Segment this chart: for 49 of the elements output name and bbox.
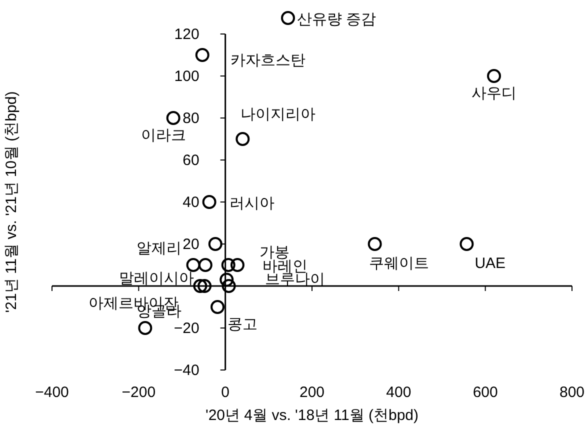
- point: [166, 111, 180, 125]
- y-tick-label: 40: [182, 194, 200, 211]
- y-tick-label: 60: [182, 152, 200, 169]
- point: [193, 279, 208, 293]
- y-tick-label: 120: [174, 26, 200, 43]
- legend: 산유량 증감: [281, 11, 376, 28]
- point: [202, 195, 216, 209]
- annotation: 브루나이: [264, 271, 325, 288]
- x-tick-label: 0: [221, 384, 230, 401]
- x-axis-title: '20년 4월 vs. '18년 11월 (천bpd): [205, 407, 419, 424]
- annotation: 가봉: [259, 244, 290, 261]
- point: [186, 258, 200, 272]
- point: [195, 48, 210, 62]
- x-tick-label: 800: [559, 384, 585, 401]
- y-tick-label: −20: [174, 320, 200, 337]
- y-tick-label: 20: [182, 236, 200, 253]
- x-tick-label: 600: [472, 384, 498, 401]
- y-tick-label: 80: [182, 110, 200, 127]
- annotation: UAE: [474, 255, 506, 272]
- y-tick-label: 100: [174, 68, 200, 85]
- x-tick-label: 400: [386, 384, 412, 401]
- annotation: 쿠웨이트: [368, 255, 429, 272]
- annotation: 나이지리아: [240, 106, 316, 123]
- y-axis-title: '21년 11월 vs. '21년 10월 (천bpd): [3, 91, 20, 313]
- point: [208, 237, 222, 251]
- annotation: 콩고: [228, 316, 258, 333]
- point: [221, 258, 236, 272]
- point: [236, 132, 250, 146]
- annotation: 카자흐스탄: [230, 52, 306, 69]
- point: [198, 258, 212, 272]
- point: [222, 279, 236, 293]
- point: [230, 258, 244, 272]
- point: [138, 321, 152, 335]
- point: [210, 300, 225, 314]
- y-tick-label: −40: [174, 362, 200, 379]
- annotation: 사우디: [472, 85, 516, 102]
- annotation: 이라크: [140, 127, 186, 144]
- point: [198, 279, 212, 293]
- x-tick-label: −200: [122, 384, 156, 401]
- annotation: 러시아: [229, 195, 274, 212]
- point: [368, 237, 382, 251]
- annotation: 알제리: [136, 240, 182, 257]
- point: [460, 237, 474, 251]
- legend-label: 산유량 증감: [297, 11, 376, 28]
- x-tick-label: 200: [299, 384, 325, 401]
- point: [487, 69, 501, 83]
- annotation: 말레이시아: [119, 270, 194, 287]
- point: [220, 272, 234, 287]
- x-tick-label: −400: [35, 384, 69, 401]
